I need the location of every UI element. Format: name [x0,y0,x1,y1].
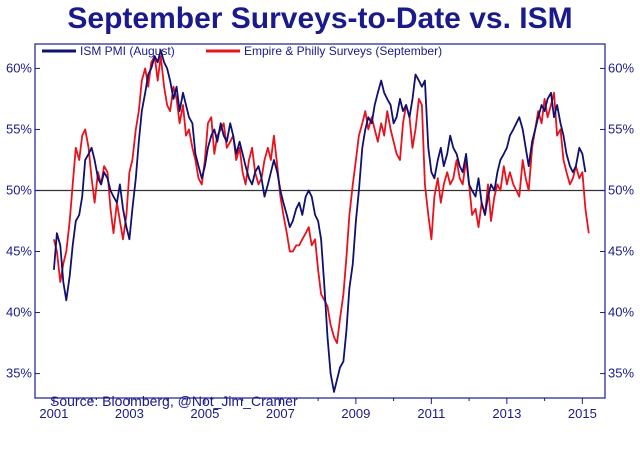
legend-label-surveys: Empire & Philly Surveys (September) [244,44,442,58]
y-tick-label-right: 35% [608,366,634,381]
x-tick-label: 2013 [492,406,521,421]
y-tick-label-left: 35% [6,366,32,381]
y-tick-label-right: 40% [608,305,634,320]
y-tick-label-right: 50% [608,182,634,197]
legend-label-ism: ISM PMI (August) [80,44,175,58]
y-tick-label-right: 60% [608,60,634,75]
y-tick-label-left: 60% [6,60,32,75]
y-tick-label-right: 55% [608,121,634,136]
source-note: Source: Bloomberg, @Not_Jim_Cramer [50,393,298,409]
x-tick-label: 2001 [39,406,68,421]
x-tick-label: 2009 [341,406,370,421]
x-tick-label: 2015 [568,406,597,421]
y-tick-label-left: 50% [6,182,32,197]
series-layer [53,49,590,393]
series-line-empire-philly [53,55,590,344]
y-tick-label-right: 45% [608,244,634,259]
x-tick-label: 2005 [190,406,219,421]
series-line-ism-pmi [53,49,587,393]
y-tick-label-left: 55% [6,121,32,136]
y-tick-label-left: 45% [6,244,32,259]
x-tick-label: 2007 [266,406,295,421]
y-tick-label-left: 40% [6,305,32,320]
axes-layer: 35% 35% 40% 40% 45% 45% 50% 50% 55% 55% 60% 60% 2001… [6,43,634,421]
plot-frame [34,43,606,399]
x-tick-label: 2011 [417,406,445,421]
x-tick-label: 2003 [115,406,144,421]
legend: ISM PMI (August) Empire & Philly Surveys… [42,44,442,58]
chart-title: September Surveys-to-Date vs. ISM [67,2,573,35]
